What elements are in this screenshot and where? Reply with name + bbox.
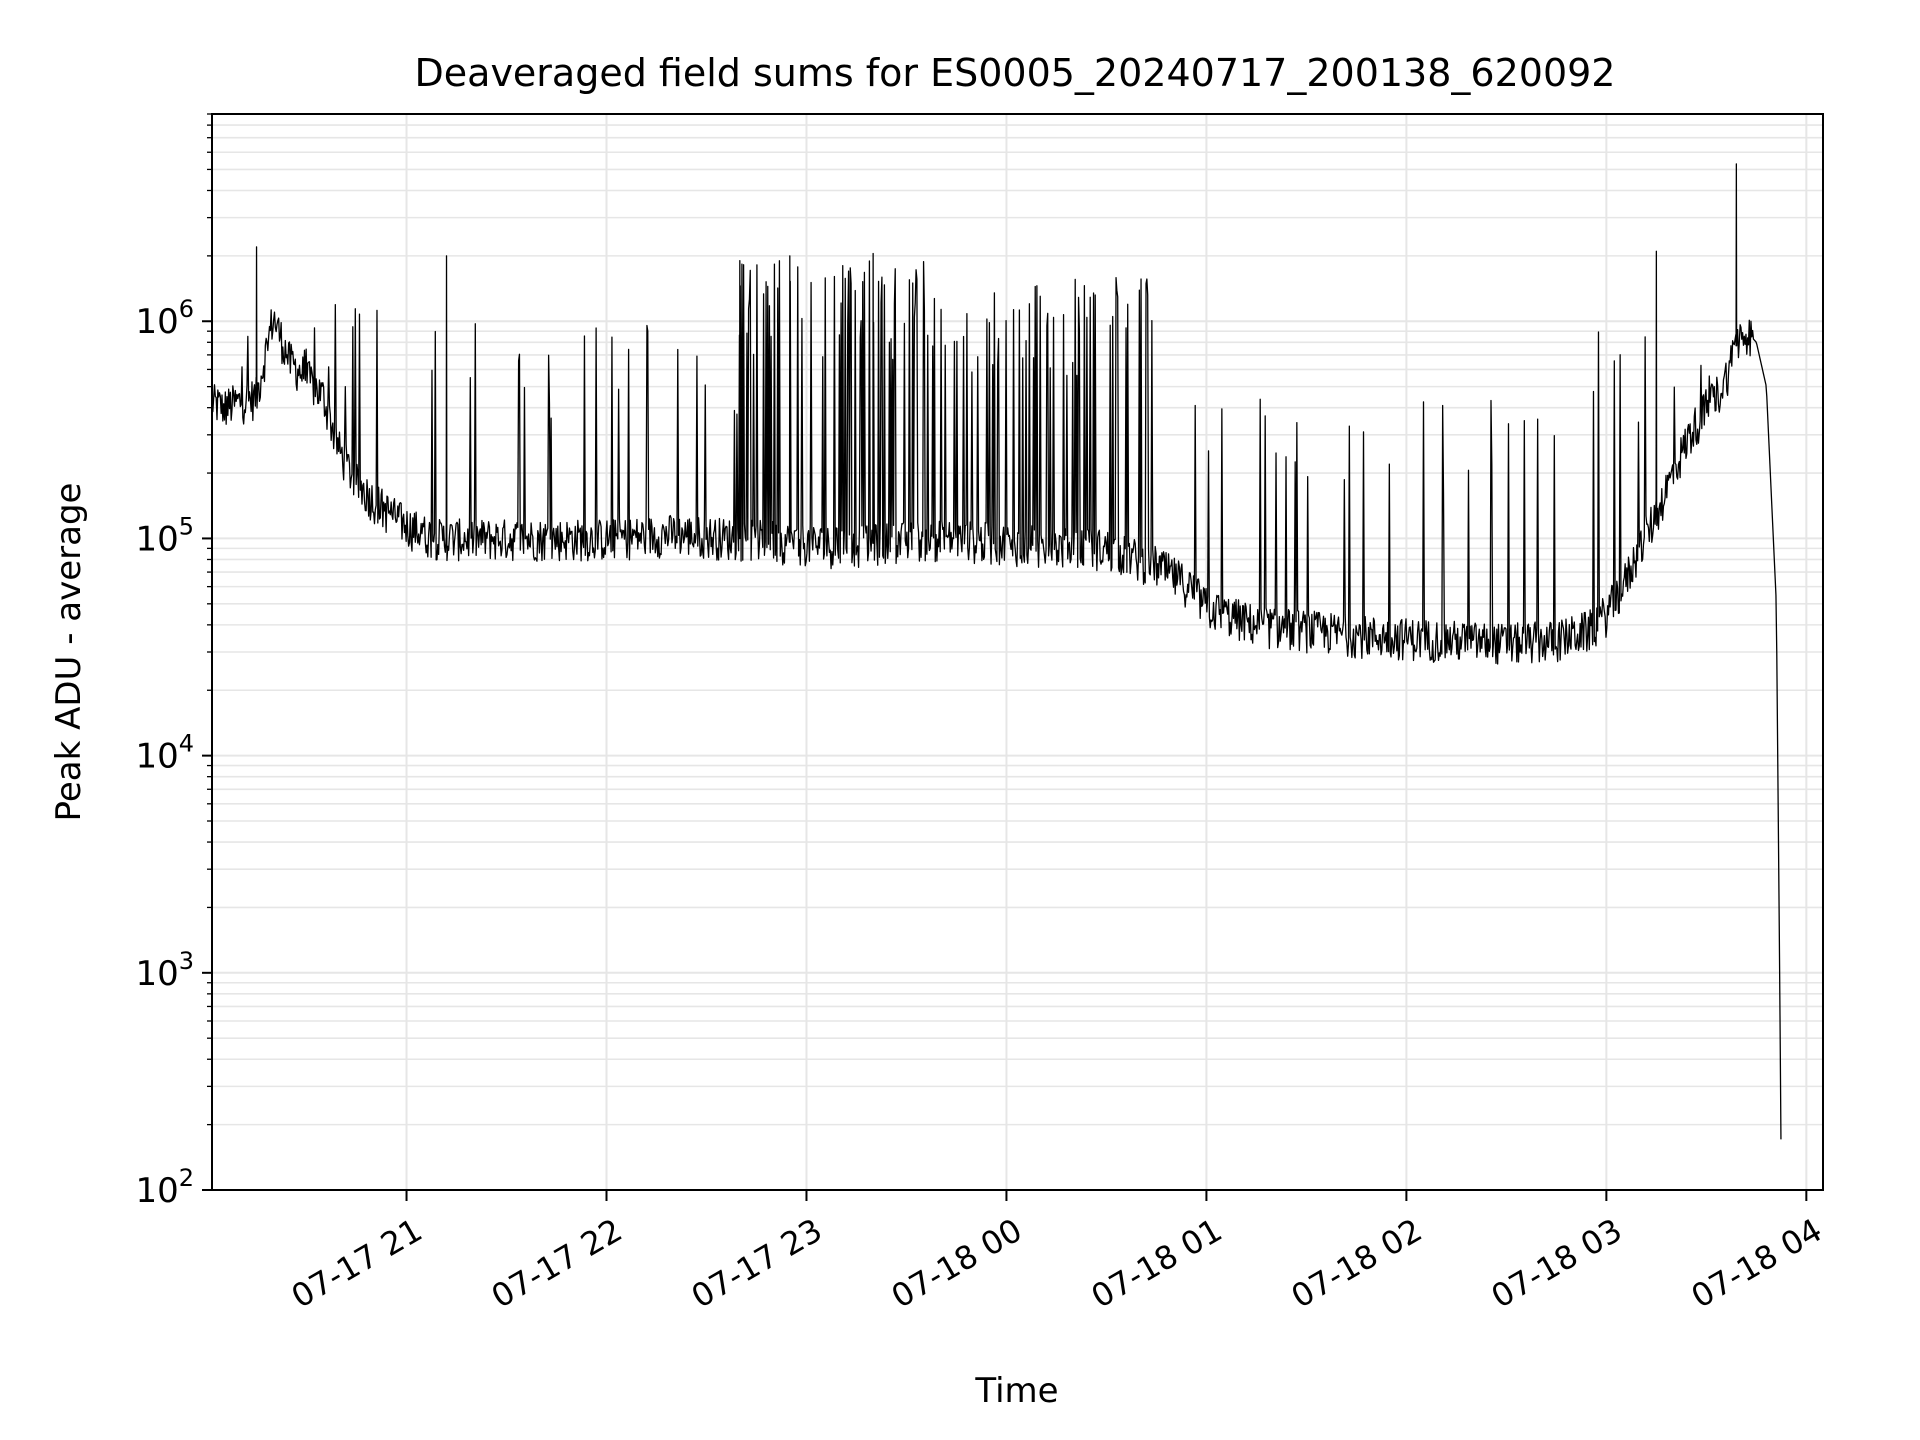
x-axis-label: Time <box>974 1371 1058 1411</box>
y-tick-label: 103 <box>135 947 194 994</box>
y-tick-exponent: 2 <box>179 1164 194 1192</box>
y-tick-label: 104 <box>135 730 194 777</box>
y-tick-exponent: 5 <box>179 512 194 540</box>
y-tick-exponent: 3 <box>179 947 194 975</box>
plot-frame <box>211 113 1824 1191</box>
chart-title: Deaveraged field sums for ES0005_2024071… <box>415 51 1616 95</box>
y-tick-base: 10 <box>135 737 178 777</box>
series-line <box>211 163 1782 1140</box>
y-tick-base: 10 <box>135 519 178 559</box>
y-tick-exponent: 6 <box>179 295 194 323</box>
y-axis-label: Peak ADU - average <box>49 483 89 822</box>
y-tick-label: 106 <box>135 295 194 342</box>
y-tick-exponent: 4 <box>179 730 194 758</box>
y-tick-label: 102 <box>135 1164 194 1211</box>
series <box>211 163 1782 1140</box>
y-tick-base: 10 <box>135 1171 178 1211</box>
y-tick-base: 10 <box>135 954 178 994</box>
y-tick-label: 105 <box>135 512 194 559</box>
y-tick-base: 10 <box>135 302 178 342</box>
